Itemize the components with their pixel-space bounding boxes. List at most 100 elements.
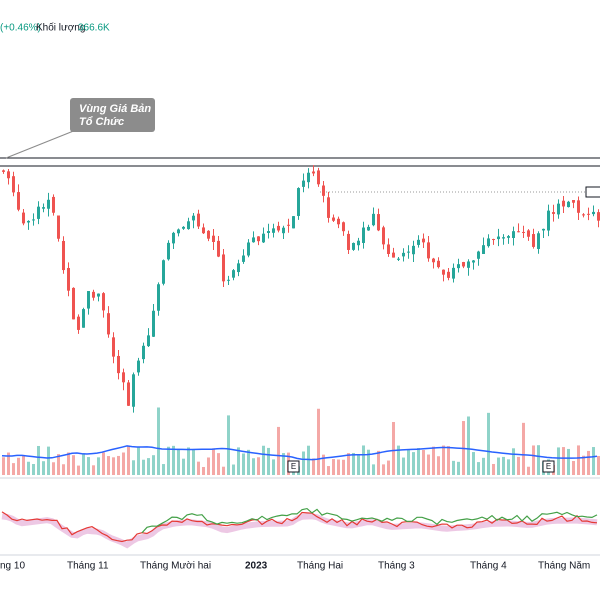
candle [217,240,220,257]
price-change: (+0.46%) [0,23,41,34]
candle [502,237,505,239]
candle [97,293,100,297]
candle [532,234,535,247]
candle [537,233,540,249]
volume-bar [227,415,230,475]
volume-bar [557,447,560,475]
volume-bar [212,448,215,475]
candle [302,180,305,187]
candle [312,171,315,174]
candle [372,213,375,226]
volume-bar [402,457,405,475]
candle [92,291,95,298]
earnings-marker [287,460,300,473]
volume-bar [327,466,330,475]
candle [32,219,35,221]
volume-bar [377,450,380,475]
candle [522,231,525,233]
volume-bar [522,422,525,475]
volume-bar [432,446,435,475]
volume-bar [207,457,210,475]
volume-bar [152,455,155,475]
volume-bar [107,456,110,475]
candle [547,210,550,231]
candle [52,196,55,213]
volume-bar [267,447,270,475]
volume-bar [37,445,40,475]
volume-bar [577,445,580,475]
candle [2,170,5,172]
volume-bar [572,460,575,475]
candle [517,231,520,233]
candle [257,236,260,242]
candle [237,263,240,273]
volume-bar [282,453,285,475]
candle [112,337,115,357]
volume-bar [127,445,130,475]
volume-bar [527,466,530,475]
candle [42,207,45,209]
volume-bar [162,464,165,475]
candles [2,165,600,413]
level-box [585,186,600,198]
volume-bar [517,456,520,475]
annotation-pointer [5,129,77,159]
candle [432,258,435,263]
time-label: ng 10 [0,561,25,572]
volume-bar [447,446,450,475]
volume-bar [332,459,335,475]
volume-bar [247,449,250,475]
volume-bar [562,447,565,475]
candle [247,242,250,256]
volume-bar [87,457,90,475]
candle [512,231,515,239]
candle [102,293,105,311]
earnings-label: E [546,462,551,471]
candle [262,233,265,243]
volume-bar [307,445,310,475]
earnings-marker [542,460,555,473]
volume-bar [397,445,400,475]
candle [222,254,225,282]
candle [7,171,10,179]
volume-bar [232,464,235,475]
volume-ma [1,445,598,461]
candle [277,225,280,231]
volume-bar [22,454,25,475]
candle [177,229,180,234]
candle [267,231,270,233]
volume-label: Khối lượng [36,22,85,34]
volume-bar [477,462,480,475]
volume-bar [352,452,355,475]
candle [242,255,245,262]
candle [22,212,25,224]
earnings-label: E [291,462,296,471]
volume-bar [587,450,590,475]
candle [212,235,215,243]
candle [272,228,275,233]
candle [57,215,60,239]
candle [407,251,410,253]
candle [582,214,585,216]
candle [422,238,425,243]
candle [347,233,350,250]
candle [482,245,485,254]
candle [27,220,30,223]
candle [207,230,210,239]
candle [527,230,530,237]
candle [357,240,360,246]
candle [187,221,190,230]
volume-bar [12,463,15,475]
candle [147,335,150,347]
volume-bar [252,458,255,475]
volume-bar [92,465,95,475]
volume-bar [532,445,535,475]
volume-bar [242,453,245,475]
volume-bar [112,457,115,475]
volume-bar [122,452,125,475]
candle [562,200,565,207]
candle [572,200,575,203]
volume-bar [387,460,390,475]
candle [122,372,125,383]
candle [47,199,50,209]
